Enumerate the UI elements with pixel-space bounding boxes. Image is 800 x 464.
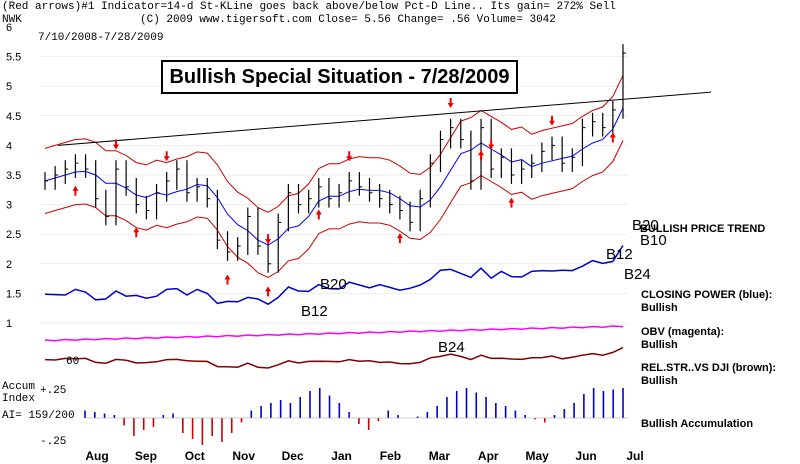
accum-plus-level: +.25 (40, 385, 67, 397)
signal-b24-mid: B24 (438, 339, 465, 356)
buy-arrow (609, 132, 616, 143)
x-tick-label: Dec (282, 449, 304, 463)
indicator-lines (44, 245, 624, 369)
sell-arrow (549, 115, 556, 126)
obv-value: Bullish (641, 339, 678, 351)
sell-arrow (112, 139, 119, 150)
sell-arrow (265, 234, 272, 245)
signal-b10: B10 (640, 232, 667, 249)
x-tick-label: Feb (380, 449, 401, 463)
closing-power-value: Bullish (641, 302, 678, 314)
relstr-value: Bullish (641, 375, 678, 387)
accum-minus-level: -.25 (40, 436, 67, 448)
accum-status: Bullish Accumulation (641, 418, 754, 430)
x-tick-label: Sep (135, 449, 157, 463)
y-tick-label: 1 (6, 318, 12, 330)
buy-arrow (315, 209, 322, 220)
sell-arrow (447, 98, 454, 108)
price-y-tick-labels: 6 5.5 5 4.5 4 3.5 3 2.5 2 1.5 1 (6, 22, 21, 330)
y-tick-label: 3.5 (6, 170, 21, 182)
signal-b20-top: B20 (632, 217, 659, 234)
price-trend-label: BULLISH PRICE TREND (640, 223, 766, 235)
header-ticker: NWK (2, 14, 22, 26)
relstr-level: 60 (66, 356, 80, 368)
signal-b24-right: B24 (624, 266, 651, 283)
y-tick-label: 5.5 (6, 52, 21, 64)
bollinger-bands (44, 75, 712, 278)
obv-line (44, 325, 624, 342)
y-tick-label: 4 (6, 140, 12, 152)
buy-arrow (396, 233, 403, 244)
sell-arrow (163, 151, 170, 162)
y-tick-label: 4.5 (6, 111, 21, 123)
x-tick-label: Apr (478, 449, 499, 463)
closing-power-line (44, 245, 624, 306)
y-tick-label: 2.5 (6, 229, 21, 241)
header-line2: (C) 2009 www.tigersoft.com Close= 5.56 C… (140, 14, 556, 26)
signal-b20-mid: B20 (320, 276, 347, 293)
trend-line (57, 91, 712, 146)
obv-label: OBV (magenta): (641, 326, 725, 338)
x-tick-label: May (526, 449, 550, 463)
accum-label: Accum Index (2, 381, 36, 405)
header-line1: (Red arrows)#1 Indicator=14-d St-KLine g… (2, 1, 616, 13)
signal-b12-right: B12 (606, 246, 633, 263)
buy-arrow (478, 150, 485, 161)
chart-title: Bullish Special Situation - 7/28/2009 (161, 60, 518, 94)
y-tick-label: 1.5 (6, 288, 21, 300)
y-tick-label: 2 (6, 259, 12, 271)
signal-arrows (72, 98, 616, 297)
buy-arrow (72, 185, 79, 196)
accum-ai: AI= 159/200 (2, 410, 75, 422)
sell-arrow (488, 139, 495, 150)
upper-band (44, 75, 624, 213)
moving-average (44, 107, 624, 246)
signal-b12-mid: B12 (301, 303, 328, 320)
y-tick-label: 5 (6, 81, 12, 93)
closing-power-label: CLOSING POWER (blue): (641, 289, 773, 301)
date-range: 7/10/2008-7/28/2009 (38, 32, 164, 44)
sell-arrow (346, 151, 353, 162)
y-tick-label: 6 (6, 22, 12, 34)
buy-arrow (508, 197, 515, 208)
buy-arrow (224, 274, 231, 285)
lower-band (44, 140, 624, 278)
x-tick-label: Aug (85, 449, 108, 463)
x-tick-label: Jun (575, 449, 596, 463)
x-tick-label: Jan (331, 449, 352, 463)
buy-arrow (265, 286, 272, 297)
month-axis-labels: Aug Sep Oct Nov Dec Jan Feb Mar Apr May Jun Jul (85, 449, 643, 463)
price-bars (44, 44, 626, 273)
relstr-label: REL.STR..VS DJI (brown): (641, 362, 777, 374)
y-tick-label: 3 (6, 200, 12, 212)
x-tick-label: Jul (626, 449, 643, 463)
accum-index-bars (84, 388, 628, 445)
relstr-line (44, 346, 624, 369)
buy-arrow (133, 227, 140, 238)
x-tick-label: Oct (185, 449, 205, 463)
x-tick-label: Mar (429, 449, 451, 463)
x-tick-label: Nov (232, 449, 255, 463)
